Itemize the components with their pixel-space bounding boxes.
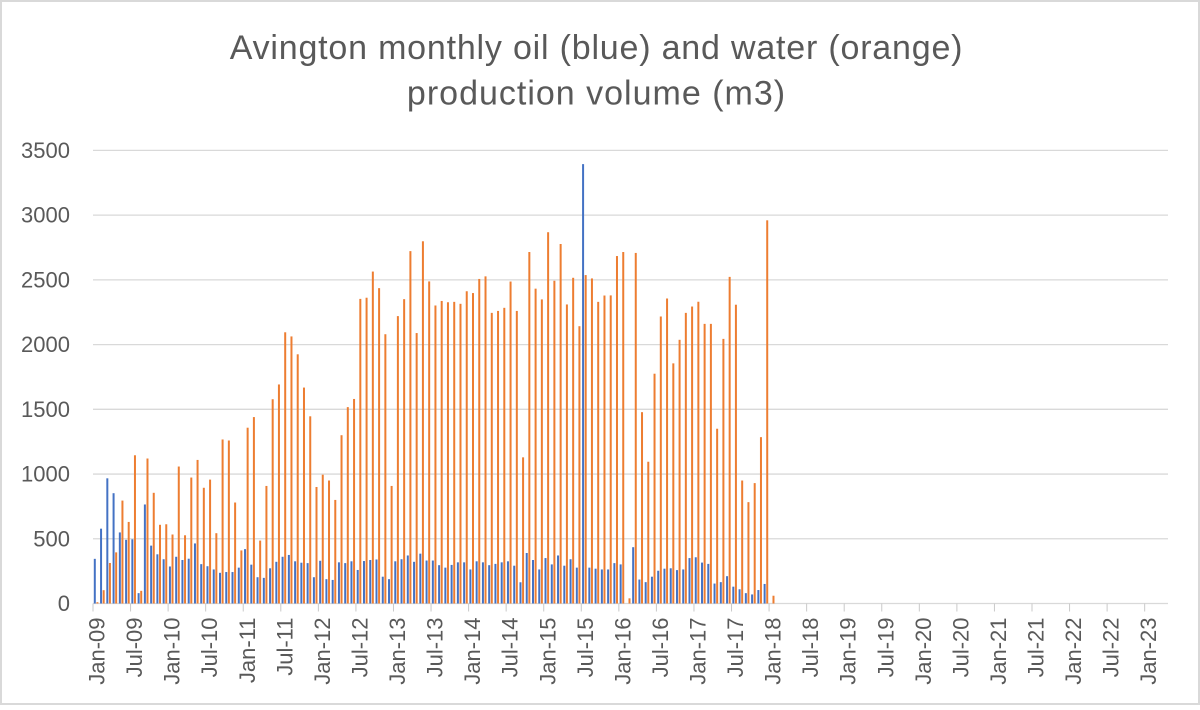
svg-text:Jul-18: Jul-18 — [798, 618, 823, 678]
svg-text:Avington monthly oil (blue) an: Avington monthly oil (blue) and water (o… — [230, 29, 964, 67]
svg-text:Jan-14: Jan-14 — [460, 618, 485, 685]
svg-text:Jan-21: Jan-21 — [986, 618, 1011, 685]
svg-text:Jan-16: Jan-16 — [610, 618, 635, 685]
svg-text:Jan-09: Jan-09 — [85, 618, 110, 685]
svg-text:Jan-15: Jan-15 — [535, 618, 560, 685]
svg-text:Jan-18: Jan-18 — [761, 618, 786, 685]
svg-text:500: 500 — [33, 526, 70, 551]
svg-text:Jul-16: Jul-16 — [648, 618, 673, 678]
svg-text:Jul-12: Jul-12 — [347, 618, 372, 678]
svg-text:Jan-11: Jan-11 — [235, 618, 260, 684]
svg-text:Jul-20: Jul-20 — [948, 618, 973, 678]
svg-text:Jul-11: Jul-11 — [272, 618, 297, 676]
svg-text:Jul-10: Jul-10 — [197, 618, 222, 678]
svg-text:Jul-09: Jul-09 — [122, 618, 147, 678]
svg-text:3000: 3000 — [21, 203, 70, 228]
svg-text:1500: 1500 — [21, 397, 70, 422]
svg-text:2500: 2500 — [21, 267, 70, 292]
svg-text:Jul-14: Jul-14 — [498, 618, 523, 678]
svg-text:3500: 3500 — [21, 138, 70, 163]
svg-text:Jan-19: Jan-19 — [836, 618, 861, 685]
svg-text:Jan-22: Jan-22 — [1061, 618, 1086, 685]
svg-text:Jul-19: Jul-19 — [873, 618, 898, 678]
svg-text:Jul-17: Jul-17 — [723, 618, 748, 678]
svg-text:production volume (m3): production volume (m3) — [407, 75, 786, 113]
svg-text:Jan-10: Jan-10 — [160, 618, 185, 685]
svg-text:Jan-23: Jan-23 — [1136, 618, 1161, 685]
svg-text:Jul-15: Jul-15 — [573, 618, 598, 678]
svg-text:Jul-22: Jul-22 — [1099, 618, 1124, 678]
svg-text:1000: 1000 — [21, 462, 70, 487]
svg-text:0: 0 — [58, 591, 70, 616]
svg-text:Jan-13: Jan-13 — [385, 618, 410, 685]
svg-text:Jul-13: Jul-13 — [423, 618, 448, 678]
svg-text:Jan-20: Jan-20 — [911, 618, 936, 685]
svg-text:2000: 2000 — [21, 332, 70, 357]
svg-text:Jan-12: Jan-12 — [310, 618, 335, 685]
svg-text:Jan-17: Jan-17 — [685, 618, 710, 685]
svg-text:Jul-21: Jul-21 — [1024, 618, 1049, 678]
